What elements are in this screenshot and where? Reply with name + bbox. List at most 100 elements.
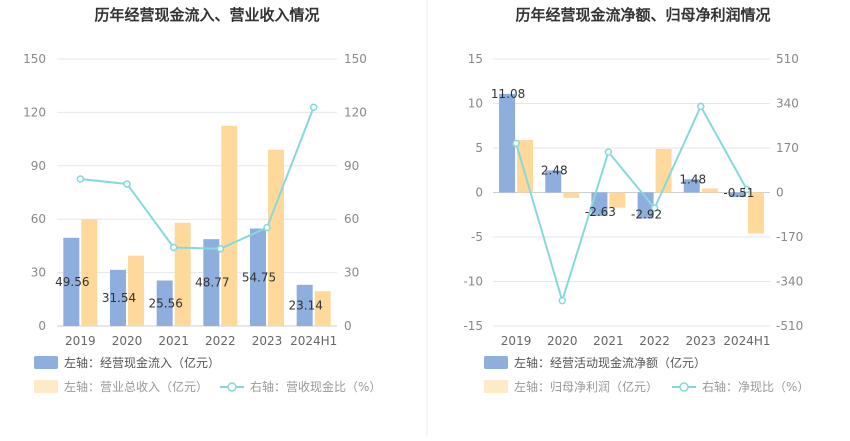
x-axis-category: 2020 [547,334,578,348]
x-axis-category: 2021 [593,334,624,348]
ratio-line [515,104,748,305]
bar-primary [591,192,608,216]
bar-data-label: 48.77 [195,276,229,290]
x-axis-category: 2019 [501,334,532,348]
right-axis-tick: -510 [776,319,803,333]
x-axis-category: 2024H1 [723,334,770,348]
bar-secondary [268,149,284,326]
bar-primary [156,280,173,326]
right-axis-tick: -340 [776,275,803,289]
ratio-point [604,148,613,156]
left-axis-tick: -5 [471,230,483,244]
bar-primary [63,237,80,326]
bar-data-label: 54.75 [242,270,276,284]
x-axis-category: 2019 [65,334,96,348]
left-axis-tick: -10 [463,275,483,289]
right-axis-tick: 510 [776,52,799,66]
right-axis-tick: 90 [344,159,359,173]
bar-primary [637,192,654,219]
left-axis-tick: 0 [475,186,483,200]
legend-line-marker [227,382,237,392]
bar-data-label: 2.48 [541,163,568,177]
x-axis-category: 2020 [112,334,143,348]
left-axis-tick: 30 [31,266,46,280]
ratio-point [512,139,520,148]
bar-secondary [221,125,238,326]
left-axis-tick: 60 [31,212,46,226]
bar-secondary [609,192,626,208]
ratio-point [743,185,751,194]
right-axis-tick: 150 [344,52,367,66]
legend-label: 左轴：归母净利润（亿元） [514,379,658,394]
bar-primary [499,93,516,193]
left-axis-tick: -15 [463,319,483,333]
ratio-point [309,103,318,111]
bar-secondary [81,219,98,326]
right-axis-tick: 0 [344,319,352,333]
right-axis-tick: 60 [344,212,359,226]
right-axis-tick: 340 [776,97,799,111]
x-axis-category: 2022 [639,334,670,348]
right-axis-tick: -170 [776,230,803,244]
x-axis-category: 2022 [205,334,236,348]
x-axis-category: 2023 [685,334,716,348]
bar-primary [545,170,562,193]
bar-data-label: 11.08 [491,87,525,101]
x-axis-category: 2023 [252,334,283,348]
bar-secondary [128,255,144,326]
ratio-point [650,204,659,212]
bar-data-label: -0.51 [723,186,754,200]
bar-primary [729,192,746,198]
bar-data-label: 25.56 [148,296,182,310]
legend-line-marker [679,382,689,392]
ratio-point [263,223,271,232]
bar-data-label: 1.48 [679,172,706,186]
right-axis-tick: 120 [344,105,367,119]
bar-secondary [747,192,764,234]
legend-swatch [34,380,58,393]
ratio-point [216,244,225,253]
bar-primary [250,228,266,326]
left-axis-tick: 10 [468,97,483,111]
ratio-point [169,243,178,252]
legend-label: 左轴：经营现金流入（亿元） [64,355,220,370]
left-axis-tick: 150 [23,52,46,66]
left-axis-tick: 90 [31,159,46,173]
chart-title: 历年经营现金流入、营业收入情况 [94,6,319,24]
legend-swatch [34,356,58,369]
left-axis-tick: 15 [468,52,483,66]
right-axis-tick: 0 [776,186,784,200]
bar-data-label: 49.56 [55,275,89,289]
bar-primary [110,269,126,326]
ratio-point [697,102,705,111]
bar-data-label: -2.63 [585,205,616,219]
left-axis-tick: 120 [23,105,46,119]
bar-primary [296,284,313,326]
bar-secondary [517,139,534,193]
left-axis-tick: 5 [475,141,483,155]
bar-secondary [701,188,718,193]
right-axis-tick: 170 [776,141,799,155]
bar-data-label: 31.54 [102,291,136,305]
bar-secondary [314,291,331,326]
legend-swatch [484,380,508,393]
left-axis-tick: 0 [38,319,46,333]
bar-secondary [563,192,580,198]
ratio-point [558,296,566,305]
legend-label: 右轴：营收现金比（%） [250,379,381,394]
chart-title: 历年经营现金流净额、归母净利润情况 [515,6,770,24]
x-axis-category: 2024H1 [290,334,337,348]
x-axis-category: 2021 [158,334,189,348]
ratio-point [123,180,131,188]
ratio-line [80,106,315,250]
legend-label: 右轴：净现比（%） [702,379,809,394]
bar-primary [683,179,700,193]
legend-label: 左轴：经营活动现金流净额（亿元） [514,355,706,370]
bar-primary [203,239,220,326]
right-axis-tick: 30 [344,266,359,280]
ratio-point [76,175,85,183]
legend-label: 左轴：营业总收入（亿元） [64,379,208,394]
legend-swatch [484,356,508,369]
